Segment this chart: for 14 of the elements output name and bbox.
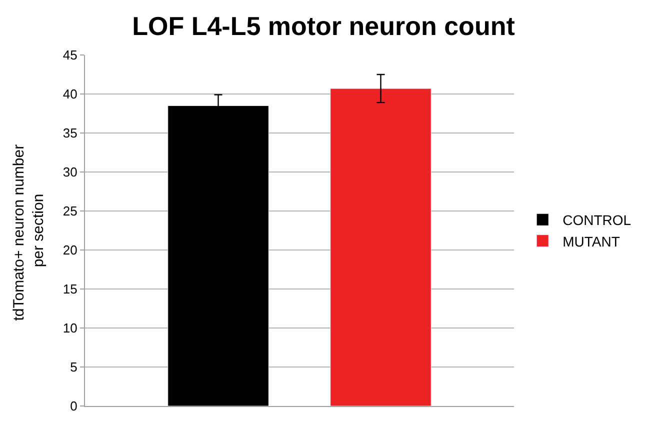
y-tick-label: 25 <box>62 204 78 219</box>
y-tick-label: 45 <box>62 48 78 63</box>
legend-label: CONTROL <box>562 212 632 228</box>
y-axis-title: tdTomato+ neuron number per section <box>10 140 48 321</box>
y-tick-label: 35 <box>62 126 78 141</box>
y-tick-label: 20 <box>62 242 78 258</box>
legend-label: MUTANT <box>562 233 620 250</box>
y-tick-label: 10 <box>62 320 78 336</box>
y-tick-label: 30 <box>62 164 78 180</box>
chart-title: LOF L4-L5 motor neuron count <box>132 11 516 42</box>
y-tick-label: 5 <box>70 360 78 375</box>
y-tick-label: 40 <box>62 86 78 102</box>
y-tick-label: 0 <box>70 398 78 414</box>
y-tick-label: 15 <box>62 282 78 297</box>
